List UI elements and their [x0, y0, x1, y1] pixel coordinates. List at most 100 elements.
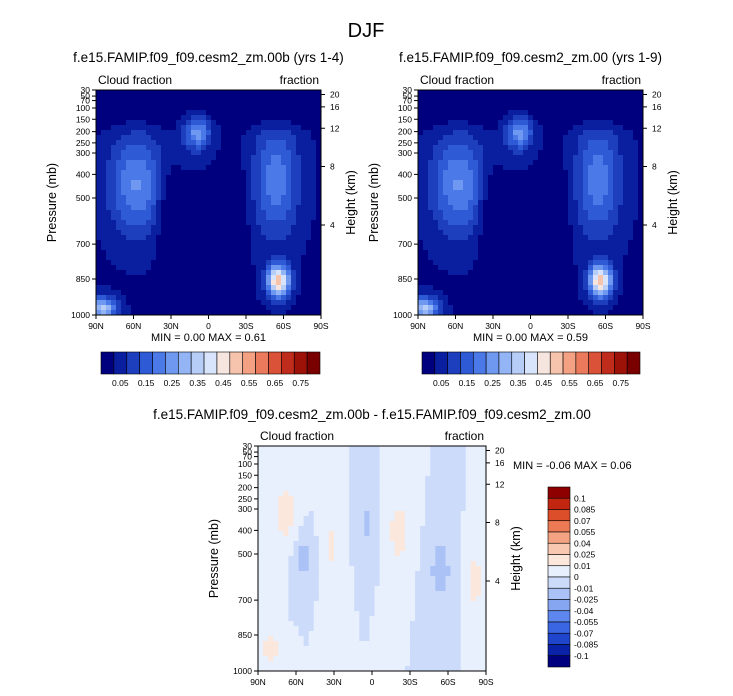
field-cell — [251, 95, 257, 101]
field-cell — [313, 606, 320, 612]
field-cell — [523, 175, 529, 181]
field-cell — [136, 230, 142, 236]
field-cell — [588, 150, 594, 156]
field-cell — [608, 235, 614, 241]
field-cell — [523, 220, 529, 226]
field-cell — [111, 160, 117, 166]
field-cell — [463, 310, 469, 316]
field-cell — [623, 260, 629, 266]
field-cell — [276, 235, 282, 241]
field-cell — [613, 115, 619, 121]
field-cell — [298, 481, 304, 487]
field-cell — [201, 140, 207, 146]
field-cell — [558, 185, 564, 191]
field-cell — [241, 145, 247, 151]
field-cell — [176, 135, 182, 141]
field-cell — [478, 95, 484, 101]
field-cell — [221, 210, 227, 216]
field-cell — [161, 185, 167, 191]
field-cell — [146, 140, 152, 146]
field-cell — [271, 230, 277, 236]
field-cell — [141, 90, 147, 96]
field-cell — [313, 651, 320, 657]
y-right-tick-label: 8 — [330, 162, 335, 172]
field-cell — [191, 125, 197, 131]
field-cell — [578, 115, 584, 121]
field-cell — [568, 120, 574, 126]
field-cell — [553, 160, 559, 166]
field-cell — [221, 245, 227, 251]
field-cell — [311, 300, 317, 306]
field-cell — [296, 145, 302, 151]
field-cell — [423, 100, 429, 106]
field-cell — [251, 265, 257, 271]
field-cell — [141, 115, 147, 121]
field-cell — [428, 150, 434, 156]
field-cell — [316, 165, 322, 171]
field-cell — [633, 270, 639, 276]
field-cell — [176, 100, 182, 106]
field-cell — [638, 245, 644, 251]
field-cell — [306, 100, 312, 106]
field-cell — [146, 290, 152, 296]
field-cell — [271, 180, 277, 186]
field-cell — [318, 591, 325, 597]
field-cell — [146, 165, 152, 171]
field-cell — [488, 280, 494, 286]
field-cell — [156, 165, 162, 171]
field-cell — [608, 180, 614, 186]
field-cell — [633, 305, 639, 311]
y-tick-label: 400 — [76, 169, 90, 179]
field-cell — [171, 250, 177, 256]
field-cell — [268, 581, 274, 587]
field-cell — [418, 110, 424, 116]
field-cell — [623, 240, 629, 246]
field-cell — [598, 200, 604, 206]
field-cell — [618, 130, 624, 136]
field-cell — [538, 175, 544, 181]
field-cell — [261, 160, 267, 166]
field-cell — [258, 461, 264, 467]
field-cell — [463, 245, 469, 251]
field-cell — [281, 310, 287, 316]
field-cell — [311, 250, 317, 256]
field-cell — [318, 546, 325, 552]
field-cell — [303, 566, 310, 572]
field-cell — [221, 155, 227, 161]
field-cell — [196, 280, 202, 286]
field-cell — [298, 526, 304, 532]
field-cell — [478, 115, 484, 121]
field-cell — [196, 125, 202, 131]
field-cell — [543, 160, 549, 166]
y-tick-label: 70 — [81, 96, 91, 106]
field-cell — [301, 210, 307, 216]
field-cell — [261, 205, 267, 211]
field-cell — [463, 120, 469, 126]
field-cell — [518, 105, 524, 111]
field-cell — [196, 165, 202, 171]
field-cell — [111, 150, 117, 156]
field-cell — [483, 195, 489, 201]
field-cell — [156, 180, 162, 186]
field-cell — [473, 265, 479, 271]
field-cell — [298, 641, 304, 647]
field-cell — [311, 145, 317, 151]
field-cell — [328, 456, 335, 462]
field-cell — [273, 456, 279, 462]
field-cell — [146, 175, 152, 181]
field-cell — [428, 165, 434, 171]
field-cell — [458, 170, 464, 176]
field-cell — [339, 506, 345, 512]
field-cell — [161, 235, 167, 241]
field-cell — [161, 300, 167, 306]
field-cell — [261, 180, 267, 186]
field-cell — [548, 280, 554, 286]
field-cell — [303, 636, 310, 642]
field-cell — [96, 105, 102, 111]
field-cell — [313, 471, 320, 477]
field-cell — [171, 105, 177, 111]
field-cell — [216, 295, 222, 301]
field-cell — [268, 641, 274, 647]
field-cell — [334, 496, 340, 502]
field-cell — [266, 170, 272, 176]
